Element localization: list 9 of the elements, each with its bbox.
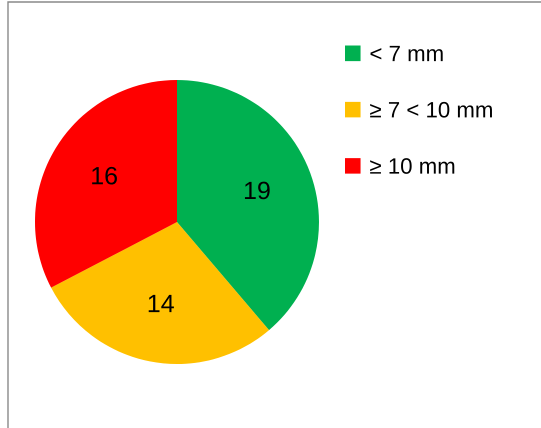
pie-slice: [177, 80, 319, 330]
data-label: 14: [148, 294, 174, 312]
data-label: 16: [92, 166, 117, 185]
pie-slice: [35, 80, 177, 288]
legend-label: ≥ 10 mm: [370, 158, 454, 174]
data-label: 19: [244, 182, 270, 200]
pie-slice: [51, 222, 270, 364]
legend-label: < 7 mm: [370, 46, 443, 62]
legend-label: ≥ 7 < 10 mm: [370, 102, 492, 118]
